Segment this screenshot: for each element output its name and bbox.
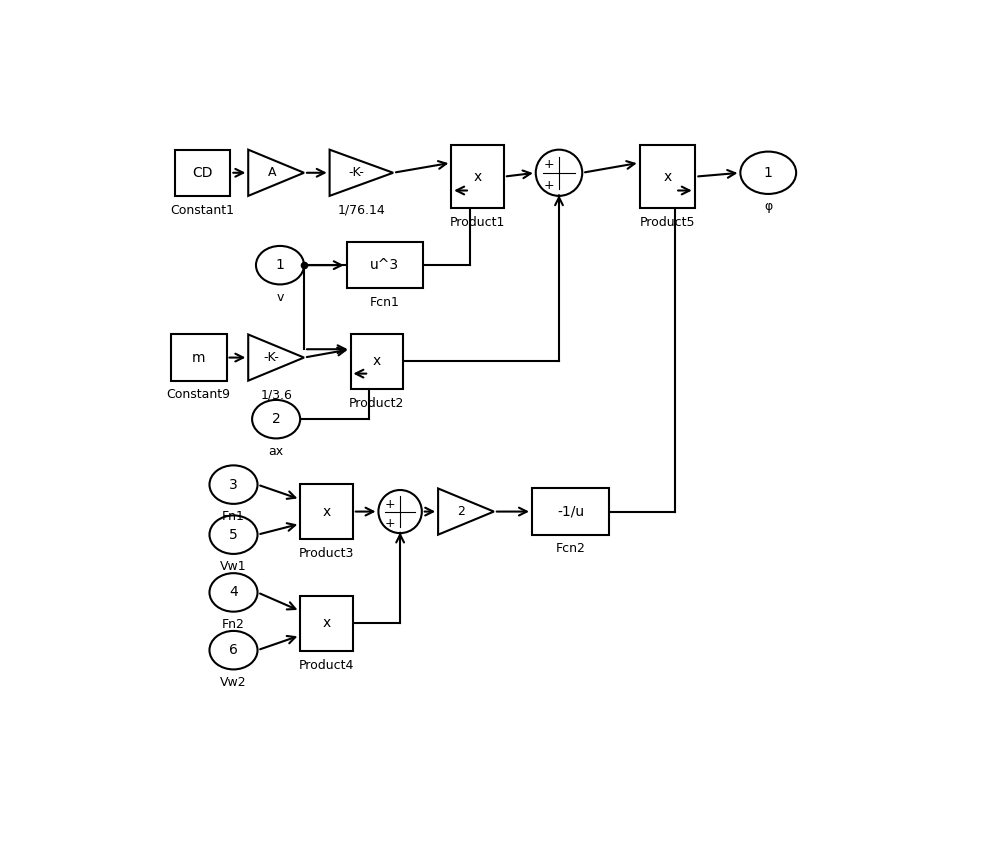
FancyBboxPatch shape xyxy=(640,145,695,208)
Text: 3: 3 xyxy=(229,478,238,491)
FancyBboxPatch shape xyxy=(451,145,504,208)
Polygon shape xyxy=(438,488,494,534)
Circle shape xyxy=(378,490,422,533)
Text: CD: CD xyxy=(192,166,213,180)
Polygon shape xyxy=(248,150,304,196)
Text: 1: 1 xyxy=(276,258,284,272)
Text: +: + xyxy=(543,179,554,192)
FancyBboxPatch shape xyxy=(300,595,353,651)
Text: 6: 6 xyxy=(229,643,238,658)
Text: Product5: Product5 xyxy=(640,216,695,229)
Text: -K-: -K- xyxy=(264,351,280,364)
Text: Constant9: Constant9 xyxy=(167,389,231,401)
Text: x: x xyxy=(373,354,381,368)
Text: 1/3.6: 1/3.6 xyxy=(260,389,292,401)
Ellipse shape xyxy=(252,400,300,438)
Text: 4: 4 xyxy=(229,585,238,599)
Text: 1/76.14: 1/76.14 xyxy=(338,203,385,217)
Circle shape xyxy=(536,150,582,196)
Text: A: A xyxy=(267,166,276,180)
Text: +: + xyxy=(385,497,396,511)
FancyBboxPatch shape xyxy=(171,335,227,381)
Text: x: x xyxy=(663,169,672,184)
Text: 1: 1 xyxy=(764,166,773,180)
Text: Product2: Product2 xyxy=(349,397,405,410)
Text: x: x xyxy=(474,169,482,184)
Text: -1/u: -1/u xyxy=(557,505,584,518)
Ellipse shape xyxy=(740,152,796,194)
Polygon shape xyxy=(248,335,304,381)
Polygon shape xyxy=(330,150,393,196)
Text: Vw2: Vw2 xyxy=(220,675,247,689)
Text: φ: φ xyxy=(764,200,772,213)
Text: +: + xyxy=(543,158,554,171)
Text: Fn2: Fn2 xyxy=(222,618,245,631)
Text: Fcn1: Fcn1 xyxy=(370,296,400,309)
Text: 2: 2 xyxy=(458,505,465,518)
FancyBboxPatch shape xyxy=(300,484,353,540)
Text: Fcn2: Fcn2 xyxy=(556,542,586,556)
Text: Product4: Product4 xyxy=(299,658,354,672)
Ellipse shape xyxy=(256,246,304,284)
Ellipse shape xyxy=(209,465,258,504)
Text: u^3: u^3 xyxy=(370,258,399,272)
Text: 5: 5 xyxy=(229,528,238,542)
FancyBboxPatch shape xyxy=(532,488,609,534)
Text: Constant1: Constant1 xyxy=(170,203,234,217)
Text: Vw1: Vw1 xyxy=(220,560,247,573)
Ellipse shape xyxy=(209,631,258,669)
Text: x: x xyxy=(322,616,331,631)
Text: 2: 2 xyxy=(272,412,280,427)
Text: v: v xyxy=(276,291,284,303)
Text: m: m xyxy=(192,351,205,364)
Text: Product3: Product3 xyxy=(299,547,354,560)
FancyBboxPatch shape xyxy=(347,242,423,288)
FancyBboxPatch shape xyxy=(175,150,230,196)
FancyBboxPatch shape xyxy=(351,334,403,389)
Text: +: + xyxy=(385,517,396,530)
Text: ax: ax xyxy=(269,444,284,458)
Text: Product1: Product1 xyxy=(450,216,505,229)
Text: x: x xyxy=(322,505,331,518)
Text: Fn1: Fn1 xyxy=(222,510,245,523)
Ellipse shape xyxy=(209,573,258,612)
Ellipse shape xyxy=(209,515,258,554)
Text: -K-: -K- xyxy=(348,166,364,180)
